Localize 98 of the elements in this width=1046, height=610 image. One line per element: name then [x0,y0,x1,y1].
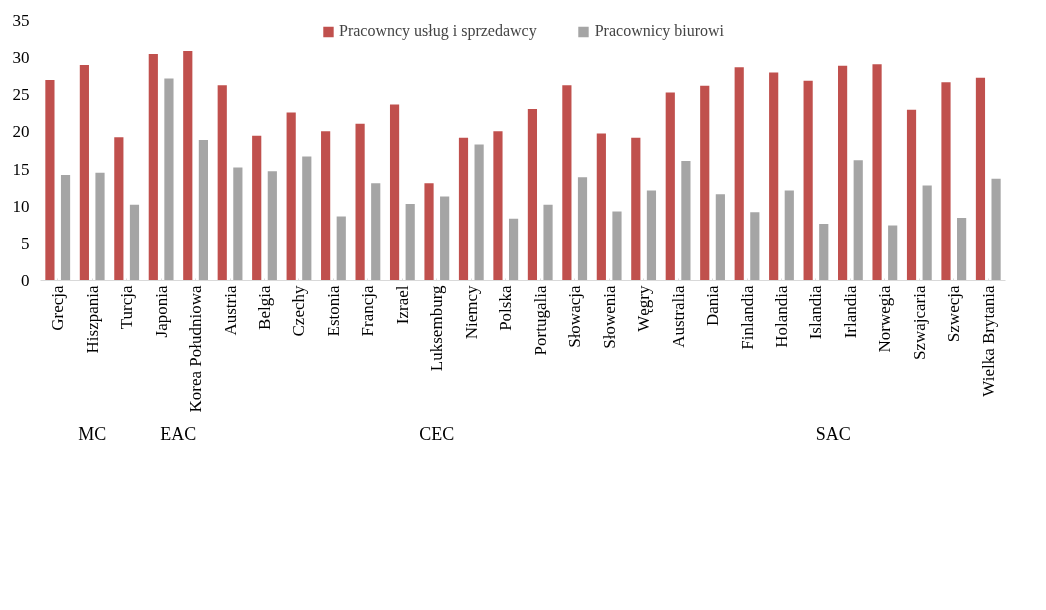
x-tick-label: Norwegia [875,285,895,353]
bar [665,92,675,281]
bar [440,196,450,281]
bar [957,218,967,281]
bar [336,216,346,281]
y-tick-label: 5 [21,233,30,253]
x-tick-label: Finlandia [737,285,757,350]
x-tick-label: Estonia [323,285,343,337]
x-tick-label: Szwajcaria [909,285,929,361]
bar [183,50,193,281]
bar [114,137,124,281]
x-tick-label: Turcja [117,285,137,330]
text: EAC [160,423,197,444]
bar [355,123,365,281]
bar [612,211,622,281]
bar [838,65,848,281]
legend-label: Pracownicy biurowi [594,22,725,40]
bar [405,203,415,281]
bar [286,112,296,281]
bar [95,172,105,281]
legend-label: Pracowncy usług i sprzedawcy [338,22,537,40]
x-tick-label: Węgry [634,285,654,332]
x-tick-label: Grecja [48,285,68,331]
bar [148,53,158,281]
bar [941,82,951,281]
bar [784,190,794,281]
x-tick-label: Hiszpania [82,285,102,354]
x-tick-label: Szwecja [944,285,964,343]
bar [79,65,89,281]
y-tick-label: 25 [12,85,30,105]
x-tick-label: Australia [668,285,688,348]
text: SAC [815,423,851,444]
bar [389,104,400,281]
x-tick-label: Islandia [806,285,826,340]
x-tick-label: Austria [220,285,240,336]
bar [853,160,863,281]
bar [129,204,140,281]
bar [267,171,277,281]
bar [527,108,538,281]
x-tick-label: Irlandia [840,285,860,339]
bar [562,85,572,281]
x-tick-label: Słowacja [565,285,585,348]
text: CEC [419,423,455,444]
bar [577,177,588,281]
bar [646,190,657,281]
bar [750,212,760,281]
y-tick-label: 10 [12,196,30,216]
x-tick-label: Dania [703,285,723,327]
y-tick-label: 15 [12,159,30,179]
bar [458,137,469,281]
bar [975,77,986,281]
bar [872,64,882,281]
bar [769,72,779,281]
bar [493,131,503,281]
bar [922,185,932,281]
x-tick-label: Korea Południowa [186,285,206,413]
x-tick-label: Japonia [151,285,171,338]
bar [371,183,381,281]
bar [45,79,55,281]
x-tick-label: Francja [358,285,378,337]
bar [252,135,262,281]
bar [302,156,312,281]
text: MC [78,423,107,444]
bar [233,167,243,281]
bar [681,160,691,281]
x-tick-label: Czechy [289,285,309,337]
x-tick-label: Polska [496,285,516,331]
x-tick-label: Holandia [771,285,791,348]
bar [906,109,917,281]
bar [424,183,434,281]
x-tick-label: Portugalia [530,285,550,356]
bar [819,224,829,281]
bar [715,194,725,281]
x-tick-label: Luksemburg [427,285,447,372]
bar [596,133,606,281]
bar [474,144,484,281]
x-tick-label: Niemcy [461,285,481,340]
x-tick-label: Izrael [392,285,412,325]
bar [734,67,744,281]
x-tick-label: Słowenia [599,285,619,349]
y-tick-label: 20 [12,122,30,142]
bar [543,204,553,281]
bar [321,131,331,281]
bar [60,175,71,281]
bar [198,140,208,281]
bar [217,85,227,281]
y-tick-label: 0 [21,271,30,290]
y-tick-label: 30 [12,48,30,68]
bar [700,85,710,281]
x-tick-label: Wielka Brytania [978,285,998,397]
bar [803,80,813,281]
bar [888,225,898,281]
bar [631,137,641,281]
x-tick-label: Belgia [255,285,275,330]
y-tick-label: 35 [12,11,30,30]
bar [508,218,519,281]
bar [164,78,174,281]
bar [991,178,1001,281]
